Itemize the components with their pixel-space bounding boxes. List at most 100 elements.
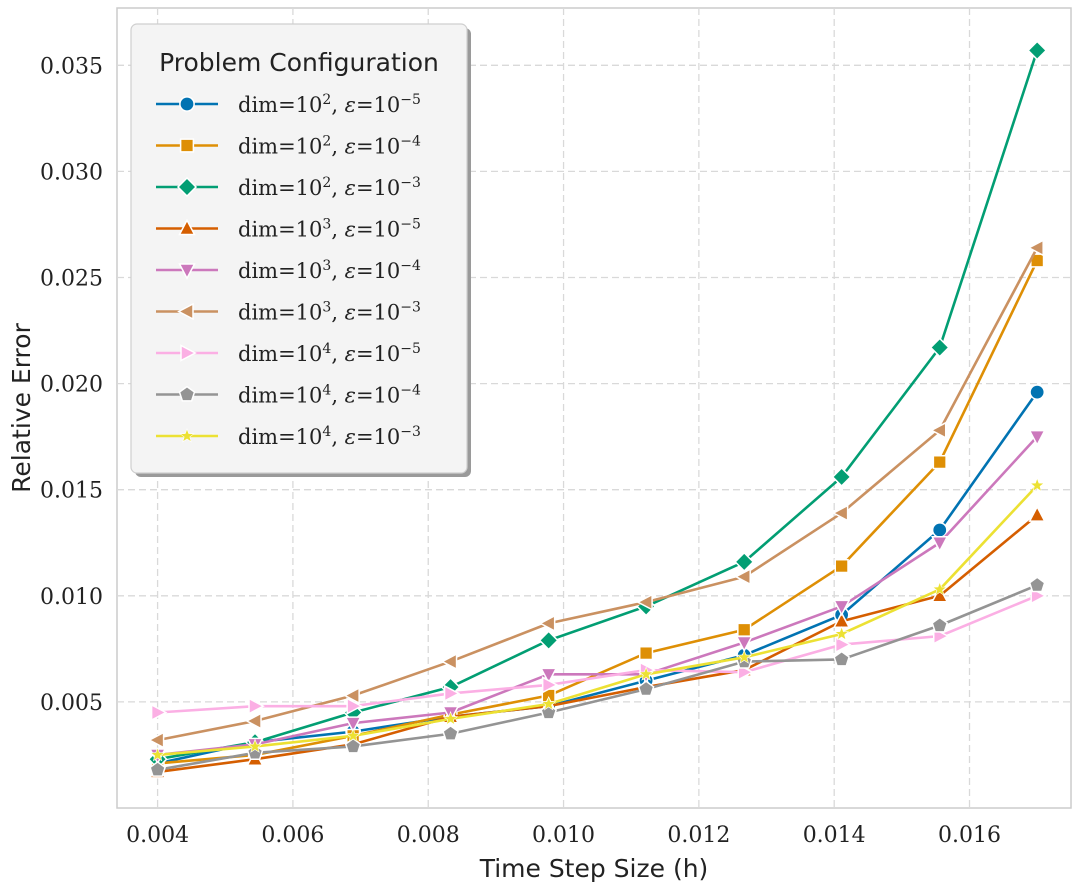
legend-label-part: ε (345, 384, 356, 408)
data-point (930, 535, 949, 553)
data-point (1029, 384, 1046, 400)
x-axis-title: Time Step Size (h) (479, 854, 709, 883)
legend-marker (180, 344, 197, 362)
data-point (343, 686, 360, 705)
data-point (834, 635, 852, 654)
x-tick-label: 0.012 (667, 823, 730, 848)
data-point (1028, 429, 1046, 447)
y-tick-label: 0.010 (40, 585, 103, 610)
legend-marker (179, 428, 195, 443)
legend-label-part: dim=10 (238, 218, 322, 242)
data-point (247, 738, 263, 753)
legend-label-part: , (331, 301, 344, 325)
data-point (440, 652, 458, 671)
data-point (246, 744, 264, 760)
data-point (736, 649, 752, 664)
series-line (157, 583, 1038, 772)
y-tick-label: 0.005 (40, 691, 103, 716)
legend-exponent: −4 (400, 134, 421, 150)
data-point (1027, 40, 1048, 61)
legend-label-part: ε (345, 342, 356, 366)
series-line (157, 484, 1039, 757)
data-point (149, 761, 166, 777)
data-point (932, 581, 948, 596)
y-tick-label: 0.030 (40, 160, 103, 185)
legend-label-part: dim=10 (238, 259, 322, 283)
legend-entry: dim=104, ε=10−3 (156, 424, 421, 449)
data-point (344, 716, 362, 733)
legend-entry: dim=102, ε=10−5 (156, 92, 421, 117)
x-tick-label: 0.016 (938, 823, 1001, 848)
legend-label-part: , (331, 176, 344, 200)
y-tick-label: 0.015 (40, 479, 103, 504)
data-point (1027, 239, 1044, 257)
legend-exponent: 2 (322, 92, 331, 108)
data-point (638, 645, 654, 661)
x-tick-label: 0.006 (261, 823, 324, 848)
data-point (638, 666, 654, 681)
legend-exponent: −3 (400, 175, 421, 191)
legend-marker (176, 176, 198, 198)
data-point (831, 466, 852, 488)
ticks: 0.004 0.006 0.008 0.010 0.012 0.014 0.016 0.005… (40, 54, 1001, 848)
series-line (157, 435, 1039, 757)
legend-exponent: −5 (400, 92, 421, 108)
legend-label-part: =10 (356, 176, 400, 200)
data-point (932, 454, 947, 470)
series-8 (149, 576, 1046, 777)
data-point (541, 696, 557, 711)
legend-label: dim=104, ε=10−3 (238, 424, 421, 449)
legend-label-part: ε (345, 176, 356, 200)
data-point (248, 697, 265, 715)
legend-entry: dim=104, ε=10−4 (156, 383, 421, 408)
data-point (831, 504, 849, 522)
data-point (637, 680, 655, 697)
legend-label-part: =10 (356, 342, 400, 366)
series-line (157, 594, 1038, 714)
legend-label-part: ε (345, 135, 356, 159)
legend-entry: dim=103, ε=10−5 (156, 217, 421, 242)
legend-label-part: dim=10 (238, 135, 322, 159)
legend-box (130, 23, 468, 474)
legend-label: dim=102, ε=10−4 (238, 134, 421, 159)
legend-label-part: =10 (356, 384, 400, 408)
legend-exponent: 4 (322, 424, 331, 440)
legend-entry: dim=102, ε=10−3 (156, 175, 421, 200)
legend-label-part: =10 (356, 425, 400, 449)
legend-entry: dim=104, ε=10−5 (156, 341, 421, 366)
legend-label-part: , (331, 259, 344, 283)
legend-label-part: dim=10 (238, 384, 322, 408)
legend-exponent: −4 (400, 383, 421, 399)
series-line (157, 50, 1039, 761)
legend-marker (178, 218, 196, 236)
y-axis-title: Relative Error (7, 322, 36, 492)
data-point (150, 746, 166, 762)
legend-label-part: dim=10 (238, 176, 322, 200)
legend-exponent: −3 (400, 424, 421, 440)
data-point (344, 737, 362, 754)
legend-label-part: =10 (356, 301, 400, 325)
legend-exponent: −5 (400, 341, 421, 357)
data-point (541, 676, 559, 694)
legend-label: dim=103, ε=10−5 (238, 217, 421, 242)
legend-label-part: dim=10 (238, 301, 322, 325)
legend-exponent: 4 (322, 383, 331, 399)
legend-title: Problem Configuration (159, 48, 439, 77)
data-point (931, 522, 948, 538)
series-line (157, 391, 1039, 765)
legend-entry: dim=102, ε=10−4 (156, 134, 421, 159)
legend-label-part: =10 (356, 218, 400, 242)
data-point (442, 724, 459, 741)
legend-exponent: 2 (322, 175, 331, 191)
legend-exponent: 3 (322, 217, 331, 233)
data-point (442, 710, 459, 726)
data-point (245, 712, 262, 730)
data-point (147, 731, 165, 749)
x-tick-label: 0.004 (126, 823, 189, 848)
data-point (833, 650, 851, 667)
legend-label-part: dim=10 (238, 342, 322, 366)
data-point (832, 599, 851, 617)
legend-label-part: , (331, 93, 344, 117)
